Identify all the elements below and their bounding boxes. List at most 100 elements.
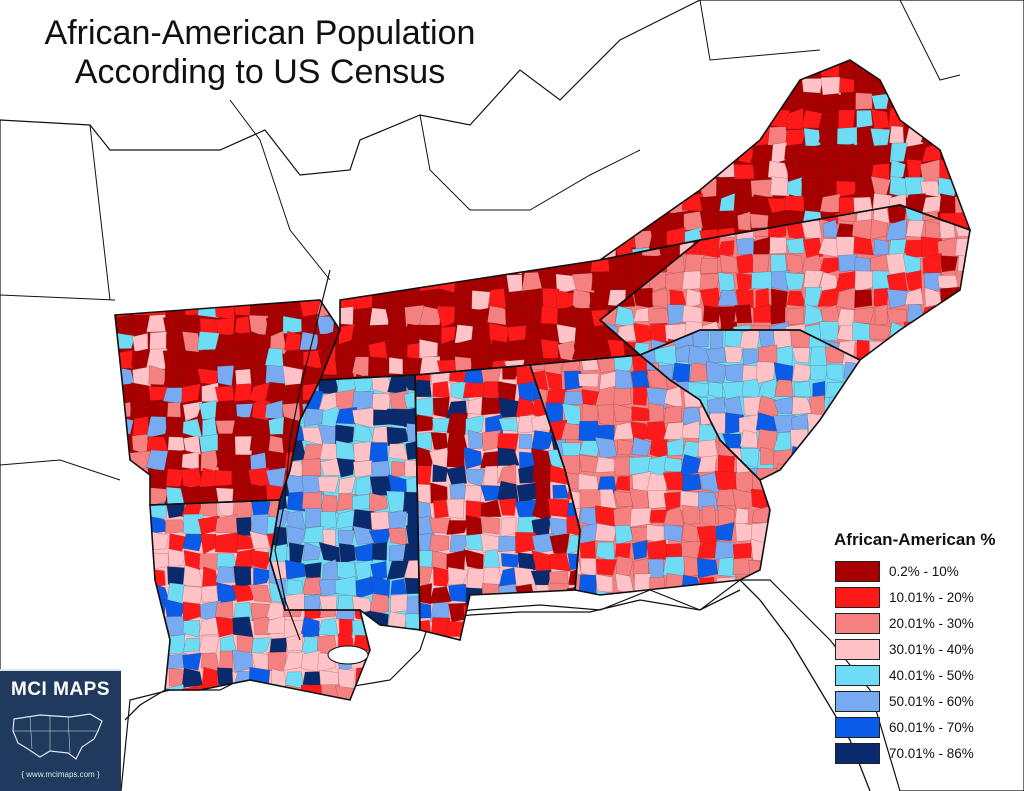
county-cell xyxy=(505,240,528,260)
county-cell xyxy=(600,205,618,222)
county-cell xyxy=(516,617,534,640)
county-cell xyxy=(353,460,373,478)
county-cell xyxy=(387,308,408,326)
county-cell xyxy=(167,436,185,453)
county-cell xyxy=(631,406,651,422)
county-cell xyxy=(462,382,486,399)
legend-item: 20.01% - 30% xyxy=(832,611,1020,635)
county-cell xyxy=(199,553,219,571)
county-cell xyxy=(436,258,458,278)
county-cell xyxy=(115,488,133,505)
county-cell xyxy=(886,75,908,95)
county-cell xyxy=(320,240,340,261)
county-cell xyxy=(334,256,357,275)
county-cell xyxy=(873,238,889,256)
county-cell xyxy=(335,424,355,446)
county-cell xyxy=(480,499,502,518)
county-cell xyxy=(600,111,619,126)
county-cell xyxy=(387,511,408,530)
county-cell xyxy=(752,91,772,110)
county-cell xyxy=(828,414,846,433)
county-cell xyxy=(886,272,908,293)
county-cell xyxy=(734,91,756,112)
county-cell xyxy=(525,240,543,256)
title-line-2: According to US Census xyxy=(74,53,446,91)
legend-item: 0.2% - 10% xyxy=(832,559,1020,583)
county-cell xyxy=(487,305,507,326)
county-cell xyxy=(369,492,388,513)
county-cell xyxy=(369,593,389,615)
county-cell xyxy=(702,144,721,163)
map-title: African-American Population According to… xyxy=(0,14,520,92)
county-cell xyxy=(924,320,942,341)
county-cell xyxy=(117,504,135,505)
county-cell xyxy=(682,126,702,148)
county-cell xyxy=(465,634,485,640)
county-cell xyxy=(958,60,970,79)
county-cell xyxy=(700,93,722,113)
county-cell xyxy=(613,387,632,407)
county-cell xyxy=(166,402,182,418)
county-cell xyxy=(181,451,200,471)
county-cell xyxy=(467,396,486,415)
county-cell xyxy=(663,421,685,440)
county-cell xyxy=(556,323,577,346)
county-cell xyxy=(266,602,286,620)
county-cell xyxy=(531,619,554,639)
county-cell xyxy=(853,236,874,256)
county-cell xyxy=(664,385,683,409)
legend-label: 50.01% - 60% xyxy=(889,693,974,709)
county-cell xyxy=(785,237,805,254)
county-cell xyxy=(686,143,705,165)
county-cell xyxy=(465,415,485,435)
legend-item: 40.01% - 50% xyxy=(832,663,1020,687)
county-cell xyxy=(819,193,841,214)
state-borders xyxy=(114,59,972,701)
logo-name: MCI MAPS xyxy=(11,679,110,700)
county-cell xyxy=(646,539,669,560)
county-cell xyxy=(631,193,654,214)
county-cell xyxy=(818,257,839,276)
county-cell xyxy=(578,440,601,457)
county-cell xyxy=(162,387,185,404)
county-cell xyxy=(735,125,752,144)
county-cell xyxy=(318,618,339,637)
county-cell xyxy=(369,576,391,599)
county-cell xyxy=(616,160,636,178)
county-cell xyxy=(737,108,756,130)
county-cell xyxy=(446,498,465,520)
county-cell xyxy=(807,430,830,449)
county-cell xyxy=(265,381,288,404)
county-cell xyxy=(432,464,448,482)
county-cell xyxy=(181,383,201,404)
county-cell xyxy=(714,540,735,561)
county-cell xyxy=(629,507,652,528)
county-cell xyxy=(232,332,252,353)
county-cell xyxy=(130,316,149,337)
county-cell xyxy=(540,339,559,361)
county-cell xyxy=(132,332,149,352)
county-cell xyxy=(600,222,620,241)
county-cell xyxy=(301,491,322,510)
county-cell xyxy=(789,445,813,466)
county-cell xyxy=(955,305,970,326)
county-cell xyxy=(415,414,434,433)
county-cell xyxy=(752,253,770,275)
county-cell xyxy=(214,300,236,320)
county-cell xyxy=(334,342,358,361)
county-cell xyxy=(216,553,237,569)
county-cell xyxy=(464,484,483,502)
county-cell xyxy=(180,365,199,385)
county-cell xyxy=(785,307,804,326)
county-cell xyxy=(455,254,475,274)
county-cell xyxy=(802,60,822,77)
county-cell xyxy=(617,439,635,456)
county-cell xyxy=(820,76,842,97)
county-cell xyxy=(750,538,770,562)
county-cell xyxy=(809,365,829,381)
county-cell xyxy=(649,142,671,162)
county-cell xyxy=(724,346,744,363)
county-cell xyxy=(666,178,687,199)
legend-swatch xyxy=(835,560,880,582)
county-cell xyxy=(198,635,220,656)
